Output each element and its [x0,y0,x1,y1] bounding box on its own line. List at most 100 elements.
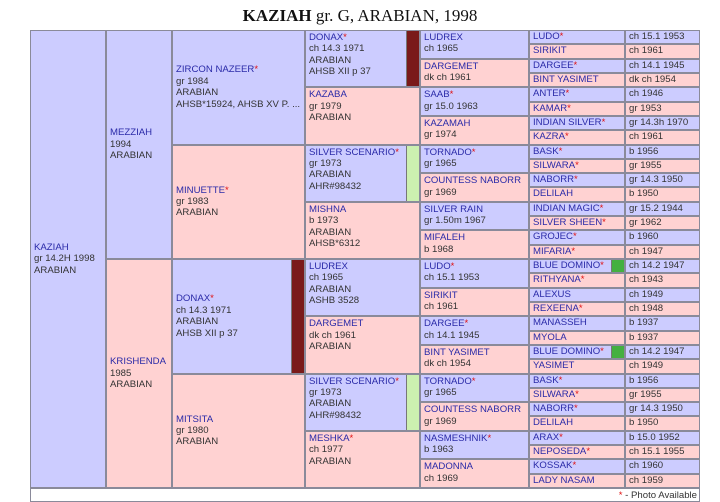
ancestor-cell: SILVER SHEEN* [529,216,625,231]
ancestor-name[interactable]: LUDO [424,261,451,272]
ancestor-name[interactable]: SIRIKIT [533,45,567,57]
photo-mark: * [586,446,591,458]
ancestor-name[interactable]: SILWARA [533,388,576,400]
ancestor-name[interactable]: TORNADO [424,375,472,387]
ancestor-cell: KAZRA* [529,130,625,145]
ancestor-name[interactable]: ANTER [533,88,566,100]
ancestor-name[interactable]: MIFALEH [424,232,466,244]
ancestor-name[interactable]: SILVER SHEEN [533,217,603,229]
ancestor-name[interactable]: MESHKA [309,432,350,444]
info-cell: ch 1948 [625,301,700,317]
ancestor-cell: BASK* [529,373,625,388]
ancestor-cell: YASIMET [529,359,625,374]
ancestor-name[interactable]: COUNTESS NABORR [424,404,522,416]
ancestor-name[interactable]: MYOLA [533,331,567,343]
ancestor-name[interactable]: DONAX [176,293,211,305]
ancestor-info: ARABIAN [309,455,352,467]
strip [611,345,624,359]
ancestor-name[interactable]: COUNTESS NABORR [424,175,522,187]
ancestor-cell: SILVER RAIN gr 1.50m 1967 [420,201,529,231]
ancestor-info: ch 15.1 1953 [629,31,685,42]
ancestor-name[interactable]: KAZABA [309,89,347,101]
ancestor-name[interactable]: KOSSAK [533,460,573,472]
ancestor-info: b 1937 [629,317,659,329]
ancestor-name[interactable]: RITHYANA [533,274,581,286]
ancestor-cell: TORNADO* gr 1965 [420,144,529,174]
ancestor-cell: DARGEMET dk ch 1961 [420,58,529,88]
ancestor-name[interactable]: REXEENA [533,302,579,314]
ancestor-name[interactable]: GROJEC [533,231,573,243]
ancestor-name[interactable]: DELILAH [533,417,573,429]
ancestor-name[interactable]: DARGEMET [309,318,364,330]
ancestor-name[interactable]: LADY NASAM [533,474,595,486]
ancestor-cell: MADONNA ch 1969 [420,459,529,488]
ancestor-info: ch 1960 [629,460,664,472]
ancestor-name[interactable]: NABORR [533,403,575,415]
ancestor-name[interactable]: MEZZIAH [110,127,153,139]
info-cell: gr 1955 [625,158,700,174]
ancestor-name[interactable]: DARGEE [533,59,574,71]
ancestor-name[interactable]: KRISHENDA [110,356,166,368]
ancestor-name[interactable]: BLUE DOMINO [533,345,601,357]
ancestor-name[interactable]: MANASSEH [533,317,587,329]
ancestor-name[interactable]: TORNADO [424,146,472,158]
ancestor-name[interactable]: MINUETTE [176,184,226,196]
ancestor-name[interactable]: SILWARA [533,159,576,171]
name-row: MIFARIA* [533,246,621,257]
ancestor-name[interactable]: MADONNA [424,461,474,473]
photo-mark: * [565,88,570,100]
ancestor-name[interactable]: ARAX [533,431,560,443]
ancestor-cell: MIFALEH b 1968 [420,230,529,259]
ancestor-cell: SILVER SCENARIO* gr 1973 ARABIAN AHR#98432 [305,373,420,431]
ancestor-info: ch 14.1 1945 [424,329,480,341]
ancestor-name[interactable]: DELILAH [533,188,573,200]
photo-mark: * [600,260,604,271]
ancestor-info: dk ch 1954 [629,73,676,85]
ancestor-name[interactable]: DARGEE [424,318,465,330]
ancestor-name[interactable]: LUDREX [424,32,463,43]
ancestor-name[interactable]: SAAB [424,89,450,101]
ancestor-name[interactable]: SIRIKIT [424,289,458,301]
ancestor-name[interactable]: BINT YASIMET [424,346,490,358]
ancestor-name[interactable]: YASIMET [533,360,575,372]
ancestor-name[interactable]: MIFARIA [533,245,572,257]
ancestor-name[interactable]: KAZIAH [34,241,69,253]
ancestor-name[interactable]: SILVER SCENARIO [309,146,396,158]
footer-text: - Photo Available [625,490,697,501]
ancestor-name[interactable]: LUDO [533,31,560,42]
ancestor-name[interactable]: NEPOSEDA [533,446,587,458]
info-cell: gr 1962 [625,216,700,231]
ancestor-name[interactable]: BINT YASIMET [533,73,599,85]
ancestor-name[interactable]: SILVER SCENARIO [309,375,396,387]
ancestor-name[interactable]: BLUE DOMINO [533,260,601,271]
ancestor-name[interactable]: INDIAN MAGIC [533,202,600,214]
ancestor-name[interactable]: MITSITA [176,413,214,425]
info-cell: ch 1961 [625,44,700,59]
ancestor-name[interactable]: NABORR [533,174,575,186]
ancestor-name[interactable]: INDIAN SILVER [533,116,602,128]
ancestor-name[interactable]: DONAX [309,32,344,43]
ancestor-name[interactable]: BASK [533,145,559,157]
ancestor-name[interactable]: SILVER RAIN [424,203,484,215]
ancestor-cell: MITSITA gr 1980 ARABIAN [172,373,305,488]
ancestor-name[interactable]: KAZRA [533,131,565,143]
ancestor-info: gr 1953 [629,102,662,114]
ancestor-cell: REXEENA* [529,301,625,317]
ancestor-info: ch 1949 [629,360,664,372]
ancestor-name[interactable]: BASK [533,374,559,386]
ancestor-name[interactable]: ALEXUS [533,288,571,300]
photo-mark: * [571,245,576,257]
photo-mark: * [471,146,476,158]
ancestor-name[interactable]: DARGEMET [424,60,479,72]
photo-mark: * [574,403,578,415]
photo-mark: * [599,202,604,214]
ancestor-name[interactable]: KAZAMAH [424,117,471,129]
ancestor-name[interactable]: KAMAR [533,102,568,114]
ancestor-name[interactable]: NASMESHNIK [424,432,488,444]
ancestor-cell: INDIAN MAGIC* [529,201,625,217]
ancestor-name[interactable]: MISHNA [309,203,347,215]
ancestor-name[interactable]: LUDREX [309,261,348,272]
ancestor-name[interactable]: ZIRCON NAZEER [176,64,255,76]
photo-mark: * [567,102,571,114]
info-cell: b 1960 [625,230,700,245]
